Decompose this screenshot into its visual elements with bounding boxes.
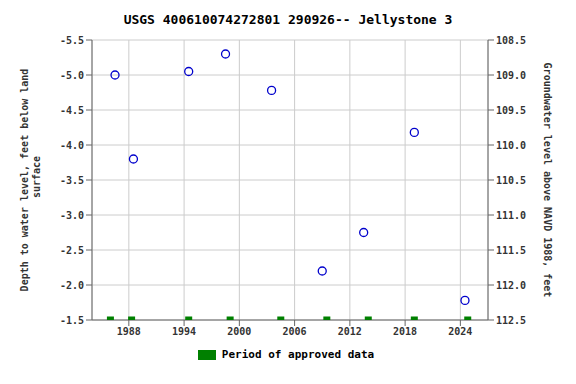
html-text:USGS 400610074272801 290926--: USGS 400610074272801 290926-- Jellystone… — [123, 12, 453, 27]
svg-text:Depth to water level, feet bel: Depth to water level, feet below land su… — [19, 69, 42, 292]
svg-text:-3.5: -3.5 — [60, 175, 84, 186]
svg-text:2006: 2006 — [283, 326, 307, 337]
svg-text:112.5: 112.5 — [496, 315, 526, 326]
svg-text:2018: 2018 — [393, 326, 417, 337]
svg-text:-1.5: -1.5 — [60, 315, 84, 326]
svg-text:111.0: 111.0 — [496, 210, 526, 221]
svg-text:110.5: 110.5 — [496, 175, 526, 186]
svg-text:112.0: 112.0 — [496, 280, 526, 291]
svg-text:2012: 2012 — [338, 326, 362, 337]
html-text:Period of approved data: Period of approved data — [221, 348, 375, 361]
svg-text:1994: 1994 — [172, 326, 196, 337]
svg-text:Groundwater level above NAVD 1: Groundwater level above NAVD 1988, feet — [543, 63, 554, 298]
svg-text:2000: 2000 — [227, 326, 251, 337]
svg-text:1988: 1988 — [117, 326, 141, 337]
svg-text:-4.5: -4.5 — [60, 105, 84, 116]
svg-text:109.0: 109.0 — [496, 70, 526, 81]
svg-text:-5.0: -5.0 — [60, 70, 84, 81]
svg-text:-3.0: -3.0 — [60, 210, 84, 221]
svg-text:109.5: 109.5 — [496, 105, 526, 116]
svg-text:111.5: 111.5 — [496, 245, 526, 256]
svg-text:-4.0: -4.0 — [60, 140, 84, 151]
svg-text:-2.5: -2.5 — [60, 245, 84, 256]
svg-text:108.5: 108.5 — [496, 35, 526, 46]
svg-text:-2.0: -2.0 — [60, 280, 84, 291]
svg-text:-5.5: -5.5 — [60, 35, 84, 46]
svg-text:2024: 2024 — [448, 326, 472, 337]
svg-text:110.0: 110.0 — [496, 140, 526, 151]
